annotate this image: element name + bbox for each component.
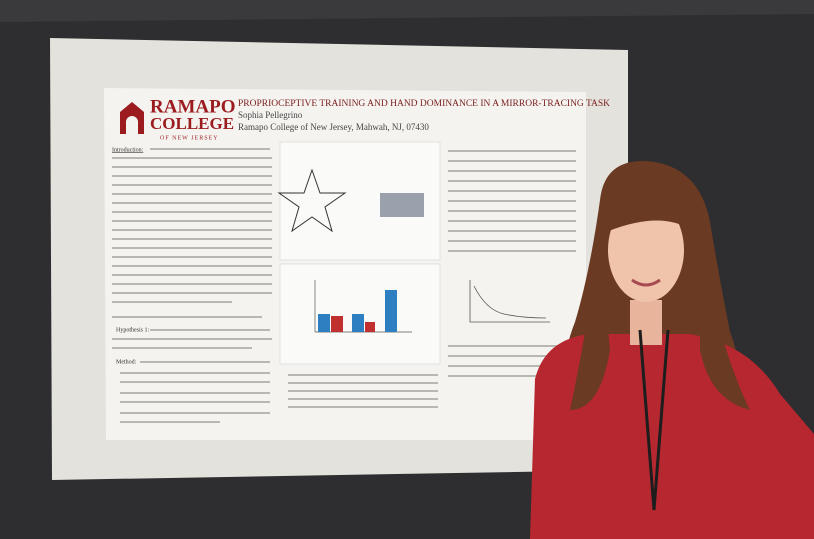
left-column: Introduction: Hypothesis 1: Method: <box>112 147 272 423</box>
logo-name: RAMAPO <box>150 96 235 117</box>
section-heading: Introduction: <box>112 147 144 153</box>
line-figure <box>469 280 550 323</box>
logo-icon <box>120 102 144 134</box>
wall-top <box>0 0 814 22</box>
poster-affiliation: Ramapo College of New Jersey, Mahwah, NJ… <box>238 122 429 132</box>
person <box>530 161 814 539</box>
section-heading: Method: <box>116 359 137 365</box>
bar-figure <box>314 280 412 333</box>
logo-tagline: OF NEW JERSEY <box>160 135 219 141</box>
right-column <box>448 150 576 377</box>
star-figure <box>277 168 347 233</box>
section-heading: Hypothesis 1: <box>116 327 150 333</box>
logo-college: COLLEGE <box>150 114 234 133</box>
poster-author: Sophia Pellegrino <box>238 110 303 120</box>
apparatus-figure <box>380 193 424 217</box>
poster-title: PROPRIOCEPTIVE TRAINING AND HAND DOMINAN… <box>238 99 610 109</box>
